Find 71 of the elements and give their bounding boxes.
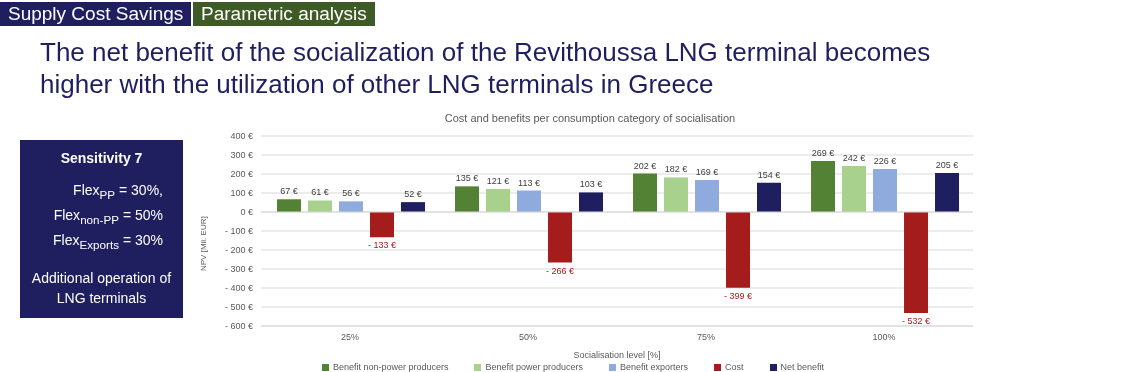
bar bbox=[401, 202, 426, 212]
legend-label: Benefit exporters bbox=[620, 362, 689, 372]
bar bbox=[486, 189, 511, 212]
legend-label: Benefit power producers bbox=[485, 362, 584, 372]
data-label: 61 € bbox=[311, 187, 329, 198]
bar bbox=[579, 192, 604, 212]
data-label: 242 € bbox=[842, 153, 866, 164]
x-tick-label: 100% bbox=[872, 332, 896, 343]
bar bbox=[370, 212, 395, 238]
data-label: 226 € bbox=[873, 156, 897, 167]
legend-label: Benefit non-power producers bbox=[332, 362, 449, 372]
legend-label: Net benefit bbox=[780, 362, 825, 372]
text: Supply Cost Savings bbox=[0, 2, 192, 26]
text: Flex$_{Exports}$ = 30% bbox=[52, 230, 163, 253]
bar bbox=[664, 177, 689, 212]
y-tick-label: 100 € bbox=[230, 188, 253, 199]
x-tick-label: 25% bbox=[340, 332, 360, 343]
y-tick-label: - 400 € bbox=[224, 283, 253, 294]
data-label: 67 € bbox=[280, 186, 298, 197]
chart-title: The net benefit of the socialization of the Revithoussa LNG terminal becomes higher with the utilization of other LNG terminals in Greece bbox=[40, 36, 932, 100]
x-tick-label: 50% bbox=[518, 332, 538, 343]
data-label: 269 € bbox=[811, 147, 835, 158]
text: Additional operation of LNG terminals bbox=[30, 269, 173, 309]
bar bbox=[904, 212, 929, 314]
bar bbox=[339, 201, 364, 212]
bar bbox=[873, 169, 898, 212]
bar bbox=[517, 190, 542, 212]
y-tick-label: - 600 € bbox=[224, 321, 253, 332]
x-tick-label: 75% bbox=[696, 332, 716, 343]
data-label: 154 € bbox=[757, 169, 781, 180]
data-label: 113 € bbox=[518, 177, 540, 188]
data-label: - 133 € bbox=[368, 240, 397, 251]
bar bbox=[308, 200, 333, 212]
data-label: - 399 € bbox=[724, 290, 753, 301]
y-tick-label: - 300 € bbox=[224, 264, 253, 275]
bar bbox=[811, 160, 836, 212]
bar bbox=[548, 212, 573, 263]
y-tick-label: - 500 € bbox=[224, 302, 253, 313]
data-label: 103 € bbox=[579, 179, 603, 190]
bar bbox=[935, 173, 960, 212]
y-tick-label: - 100 € bbox=[224, 226, 253, 237]
y-tick-label: 400 € bbox=[230, 131, 253, 142]
y-tick-label: 300 € bbox=[230, 150, 253, 161]
y-tick-label: - 200 € bbox=[224, 245, 253, 256]
x-axis-title: Socialisation level [%] bbox=[573, 350, 661, 360]
bar bbox=[757, 182, 782, 212]
bar bbox=[842, 166, 867, 212]
bar bbox=[633, 173, 658, 212]
data-label: 135 € bbox=[455, 173, 479, 184]
data-label: - 532 € bbox=[902, 316, 931, 327]
data-label: 202 € bbox=[633, 160, 657, 171]
text: Parametric analysis bbox=[193, 2, 375, 26]
data-label: 182 € bbox=[664, 164, 688, 175]
data-label: 52 € bbox=[404, 189, 422, 200]
y-tick-label: 200 € bbox=[230, 169, 253, 180]
chart-subtitle: Cost and benefits per consumption category of socialisation bbox=[443, 112, 737, 124]
y-tick-label: 0 € bbox=[240, 207, 253, 218]
y-axis-title: NPV [Mil. EUR] bbox=[198, 216, 208, 271]
data-label: - 266 € bbox=[546, 265, 575, 276]
data-label: 56 € bbox=[342, 188, 360, 199]
text: Sensitivity 7 bbox=[59, 150, 144, 166]
data-label: 121 € bbox=[486, 176, 510, 187]
bar bbox=[455, 186, 480, 212]
data-label: 205 € bbox=[935, 160, 959, 171]
legend-label: Cost bbox=[725, 362, 744, 372]
text: Flex$_{PP}$ = 30%, bbox=[72, 181, 163, 203]
bar bbox=[695, 179, 720, 212]
data-label: 169 € bbox=[695, 166, 719, 177]
text: Flex$_{non-PP}$ = 50% bbox=[52, 205, 163, 228]
bar bbox=[277, 199, 302, 212]
bar bbox=[726, 212, 751, 288]
